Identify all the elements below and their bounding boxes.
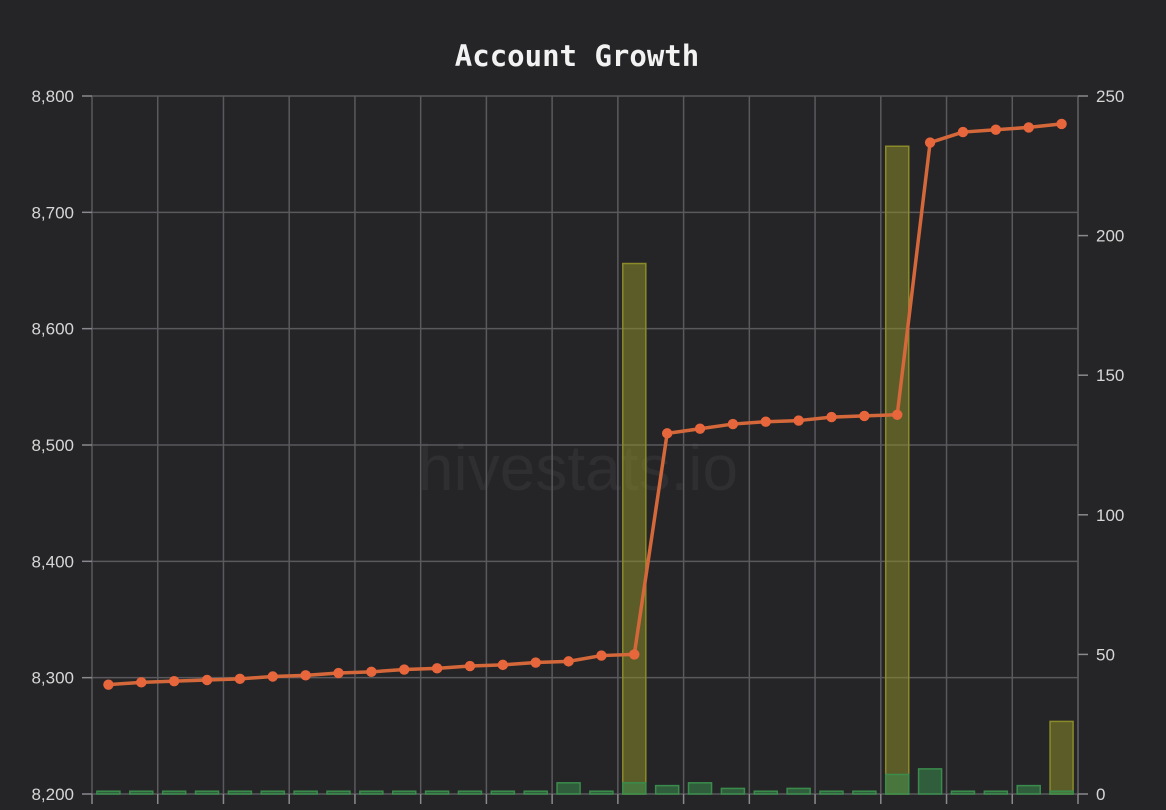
bar-series0-2 — [161, 790, 187, 795]
line-point-29 — [1056, 118, 1067, 130]
bar-series0-27 — [983, 790, 1009, 795]
line-point-6 — [300, 670, 311, 681]
line-point-19 — [727, 418, 739, 430]
bar-series0-19 — [720, 787, 746, 795]
line-point-20 — [760, 416, 771, 427]
line-point-23 — [859, 410, 870, 422]
bar-series0-25 — [917, 768, 943, 795]
bar-series0-28 — [1016, 784, 1041, 795]
bar-series0-12 — [490, 790, 516, 795]
line-point-14 — [563, 656, 574, 667]
bar-series0-10 — [424, 790, 450, 795]
right-tick-label-1: 50 — [1096, 645, 1115, 664]
bar-series0-20 — [753, 790, 779, 795]
line-point-16 — [629, 649, 640, 660]
right-tick-label-5: 250 — [1096, 87, 1124, 106]
axes: 8,200 8,300 8,400 8,500 8,600 8,700 8,800 0 50 10… — [31, 87, 1124, 804]
account-line-path — [108, 122, 1062, 687]
line-point-28 — [1023, 122, 1034, 133]
line-point-18 — [694, 423, 706, 434]
line-point-0 — [103, 679, 114, 690]
account-line — [103, 118, 1067, 690]
line-point-12 — [497, 659, 509, 671]
left-tick-label-4: 8,600 — [31, 320, 74, 339]
bar-series0-26 — [950, 790, 976, 795]
line-point-1 — [136, 677, 147, 688]
right-tick-label-0: 0 — [1096, 785, 1105, 804]
line-point-11 — [464, 660, 476, 672]
bar-series0-4 — [227, 790, 253, 795]
bar-series0-9 — [391, 790, 417, 795]
bar-series0-24 — [884, 773, 910, 795]
bar-series0-13 — [523, 790, 548, 795]
left-tick-label-3: 8,500 — [31, 436, 74, 455]
right-tick-label-2: 100 — [1096, 506, 1124, 525]
bar-series0-23 — [852, 790, 877, 795]
line-point-4 — [234, 673, 246, 685]
bar-series0-7 — [326, 790, 351, 795]
left-tick-label-1: 8,300 — [31, 669, 74, 688]
line-point-5 — [267, 671, 278, 682]
bar-series0-5 — [260, 790, 286, 795]
line-point-13 — [530, 657, 541, 668]
left-tick-label-0: 8,200 — [31, 785, 74, 804]
bar-series0-16 — [622, 782, 647, 795]
line-point-3 — [201, 674, 213, 686]
right-tick-label-4: 200 — [1096, 227, 1124, 246]
line-point-17 — [661, 428, 673, 439]
bar-series1-29 — [1049, 720, 1074, 795]
line-point-25 — [924, 137, 936, 148]
line-point-15 — [596, 650, 607, 661]
bar-series0-29 — [1049, 790, 1074, 795]
bars — [96, 145, 1074, 795]
chart-title: Account Growth — [455, 39, 699, 73]
bar-series0-14 — [556, 782, 581, 795]
grid — [91, 95, 1079, 795]
line-point-21 — [793, 415, 804, 426]
left-tick-label-2: 8,400 — [31, 552, 74, 571]
left-tick-label-5: 8,700 — [31, 203, 74, 222]
line-point-27 — [990, 124, 1002, 135]
line-point-9 — [399, 664, 410, 675]
line-point-26 — [957, 126, 969, 138]
bar-series0-21 — [786, 787, 811, 795]
bar-series0-15 — [589, 790, 614, 795]
bar-series0-3 — [194, 790, 220, 795]
bar-series0-18 — [687, 782, 713, 795]
bar-series1-16 — [622, 262, 647, 795]
bar-series0-0 — [96, 790, 121, 795]
line-point-24 — [892, 409, 903, 420]
bar-series0-1 — [129, 790, 154, 795]
line-point-7 — [333, 667, 344, 679]
bar-series0-17 — [654, 784, 680, 795]
bar-series1-24 — [884, 145, 910, 795]
bar-series0-6 — [293, 790, 318, 795]
line-point-2 — [168, 675, 180, 687]
right-tick-label-3: 150 — [1096, 366, 1124, 385]
watermark: hivestats.io — [418, 432, 738, 504]
bar-series0-22 — [819, 790, 844, 795]
bar-series0-8 — [359, 790, 384, 795]
line-point-10 — [431, 663, 443, 674]
line-point-8 — [366, 666, 377, 678]
bar-series0-11 — [457, 790, 483, 795]
left-tick-label-6: 8,800 — [31, 87, 74, 106]
line-point-22 — [826, 411, 837, 423]
